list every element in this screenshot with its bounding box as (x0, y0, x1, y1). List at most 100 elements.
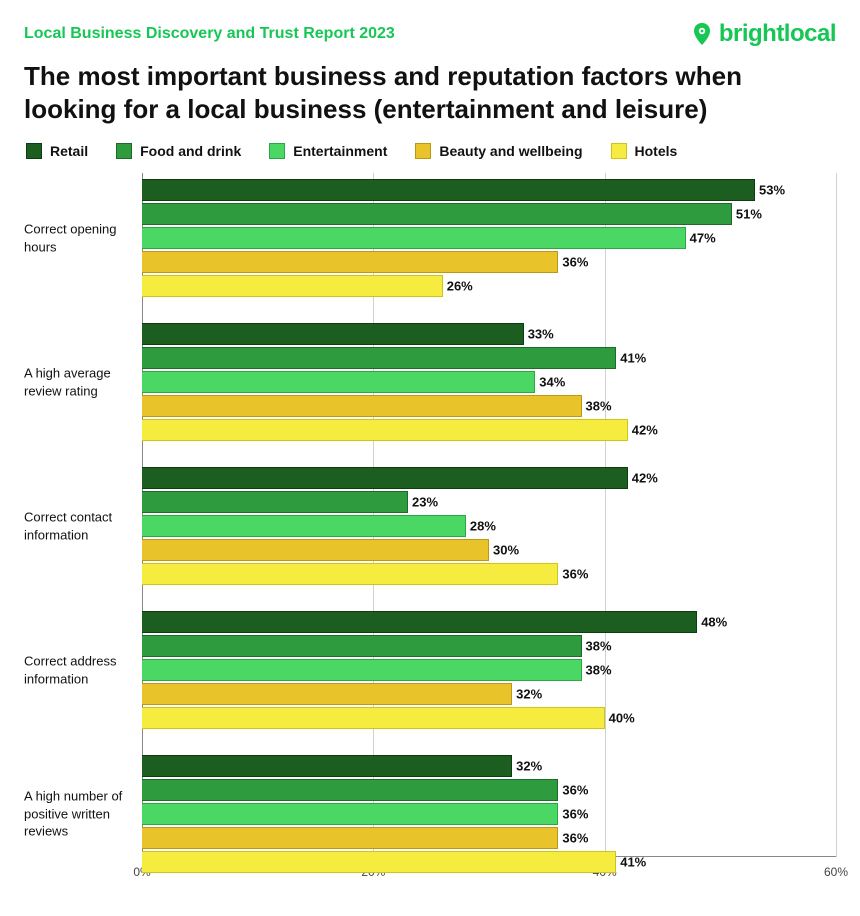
legend-label: Entertainment (293, 143, 387, 159)
bar-row: 32% (142, 755, 836, 777)
bar (142, 851, 616, 873)
bar (142, 347, 616, 369)
map-pin-icon (689, 21, 715, 47)
bar-value-label: 40% (609, 711, 635, 726)
legend-item: Beauty and wellbeing (415, 143, 582, 159)
legend-item: Retail (26, 143, 88, 159)
bar-row: 28% (142, 515, 836, 537)
bar-value-label: 53% (759, 183, 785, 198)
bar-value-label: 36% (562, 783, 588, 798)
category-label: Correct contact information (24, 508, 132, 543)
bar-row: 40% (142, 707, 836, 729)
bar-row: 38% (142, 659, 836, 681)
bar-value-label: 47% (690, 231, 716, 246)
bar (142, 779, 558, 801)
bar-group: A high average review rating33%41%34%38%… (142, 323, 836, 441)
plot-area: 0%20%40%60%Correct opening hours53%51%47… (142, 173, 836, 883)
legend-swatch (116, 143, 132, 159)
bar-group: Correct opening hours53%51%47%36%26% (142, 179, 836, 297)
legend-swatch (415, 143, 431, 159)
legend: Retail Food and drink Entertainment Beauty … (26, 143, 836, 159)
bar (142, 755, 512, 777)
bar-group: A high number of positive written review… (142, 755, 836, 873)
legend-swatch (611, 143, 627, 159)
bar-row: 42% (142, 467, 836, 489)
bar-value-label: 38% (586, 639, 612, 654)
bar-row: 36% (142, 827, 836, 849)
bar-value-label: 42% (632, 423, 658, 438)
bar-value-label: 41% (620, 855, 646, 870)
bar-value-label: 30% (493, 543, 519, 558)
legend-item: Food and drink (116, 143, 241, 159)
report-label: Local Business Discovery and Trust Repor… (24, 25, 395, 43)
bar (142, 371, 535, 393)
bar (142, 491, 408, 513)
bar (142, 467, 628, 489)
bar (142, 635, 582, 657)
legend-item: Entertainment (269, 143, 387, 159)
bar (142, 275, 443, 297)
bar (142, 683, 512, 705)
bar (142, 707, 605, 729)
bar (142, 323, 524, 345)
bar (142, 203, 732, 225)
bar-row: 42% (142, 419, 836, 441)
bar-value-label: 38% (586, 663, 612, 678)
bar (142, 515, 466, 537)
bar-row: 41% (142, 347, 836, 369)
bar (142, 827, 558, 849)
bar-row: 41% (142, 851, 836, 873)
chart-title: The most important business and reputati… (24, 60, 794, 125)
bar-value-label: 32% (516, 687, 542, 702)
bar-value-label: 36% (562, 255, 588, 270)
legend-label: Food and drink (140, 143, 241, 159)
category-label: Correct opening hours (24, 220, 132, 255)
bar-row: 38% (142, 395, 836, 417)
bar-row: 26% (142, 275, 836, 297)
category-label: A high number of positive written review… (24, 788, 132, 841)
bar-value-label: 34% (539, 375, 565, 390)
legend-swatch (26, 143, 42, 159)
legend-swatch (269, 143, 285, 159)
bar (142, 419, 628, 441)
bar-value-label: 48% (701, 615, 727, 630)
bar-value-label: 38% (586, 399, 612, 414)
bar-row: 53% (142, 179, 836, 201)
gridline (836, 173, 837, 857)
bar (142, 659, 582, 681)
bar-group: Correct contact information42%23%28%30%3… (142, 467, 836, 585)
legend-label: Beauty and wellbeing (439, 143, 582, 159)
bar-row: 47% (142, 227, 836, 249)
bar (142, 179, 755, 201)
bar-value-label: 36% (562, 831, 588, 846)
brand-logo: brightlocal (689, 20, 836, 48)
legend-item: Hotels (611, 143, 678, 159)
legend-label: Hotels (635, 143, 678, 159)
bar-value-label: 36% (562, 567, 588, 582)
bar-row: 32% (142, 683, 836, 705)
bar (142, 803, 558, 825)
bar-group: Correct address information48%38%38%32%4… (142, 611, 836, 729)
bar-value-label: 51% (736, 207, 762, 222)
bar-row: 36% (142, 563, 836, 585)
bar-row: 33% (142, 323, 836, 345)
bar-value-label: 41% (620, 351, 646, 366)
bar-row: 48% (142, 611, 836, 633)
brand-text: brightlocal (719, 20, 836, 48)
bar-row: 23% (142, 491, 836, 513)
bar (142, 251, 558, 273)
bar-value-label: 26% (447, 279, 473, 294)
bar-row: 51% (142, 203, 836, 225)
bar-value-label: 42% (632, 471, 658, 486)
bar-row: 38% (142, 635, 836, 657)
legend-label: Retail (50, 143, 88, 159)
bar-value-label: 36% (562, 807, 588, 822)
category-label: A high average review rating (24, 364, 132, 399)
bar (142, 539, 489, 561)
header: Local Business Discovery and Trust Repor… (24, 20, 836, 48)
bar-value-label: 28% (470, 519, 496, 534)
bar (142, 227, 686, 249)
category-label: Correct address information (24, 652, 132, 687)
bar-row: 36% (142, 803, 836, 825)
bar-row: 34% (142, 371, 836, 393)
